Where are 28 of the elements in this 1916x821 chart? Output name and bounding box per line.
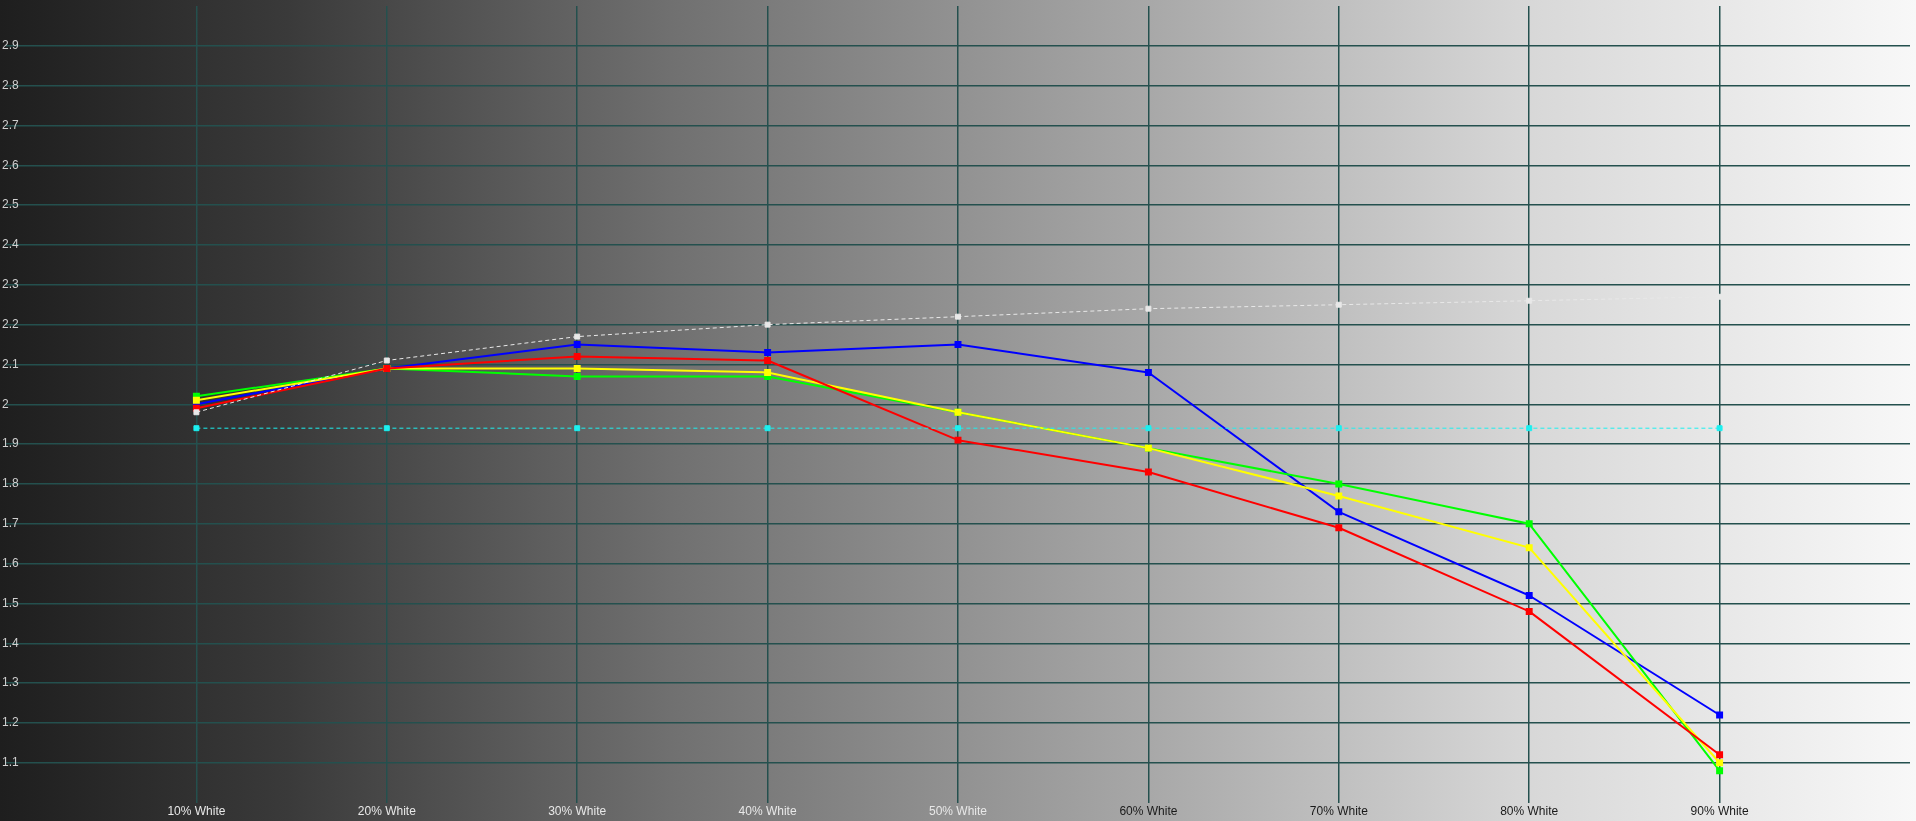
x-tick-label: 80% White (1500, 804, 1559, 819)
y-tick-label: 2.2 (2, 316, 20, 331)
y-tick-label: 1.2 (2, 715, 20, 730)
x-tick-label: 10% White (167, 804, 226, 819)
y-tick-label: 2.5 (2, 197, 20, 212)
x-tick-label: 70% White (1309, 804, 1369, 819)
y-tick-label: 2.7 (2, 117, 20, 132)
x-tick-label: 50% White (928, 804, 988, 819)
y-tick-label: 1.4 (2, 635, 20, 650)
x-tick-label: 40% White (738, 804, 797, 819)
y-tick-label: 2.3 (2, 277, 20, 292)
y-tick-label: 2 (2, 396, 9, 411)
y-tick-label: 1.3 (2, 675, 20, 690)
y-tick-label: 1.8 (2, 476, 20, 491)
y-tick-label: 1.1 (2, 755, 20, 770)
y-tick-label: 1.7 (2, 516, 20, 531)
y-tick-label: 2.9 (2, 38, 20, 53)
y-tick-label: 2.4 (2, 237, 20, 252)
x-tick-label: 90% White (1690, 804, 1749, 819)
y-tick-label: 1.9 (2, 436, 20, 451)
y-tick-label: 2.8 (2, 77, 20, 92)
x-tick-label: 20% White (357, 804, 417, 819)
y-tick-label: 2.1 (2, 356, 20, 371)
y-tick-label: 1.6 (2, 555, 20, 570)
x-tick-label: 60% White (1119, 804, 1178, 819)
y-tick-label: 1.5 (2, 595, 20, 610)
x-tick-label: 30% White (548, 804, 607, 819)
y-tick-label: 2.6 (2, 157, 20, 172)
